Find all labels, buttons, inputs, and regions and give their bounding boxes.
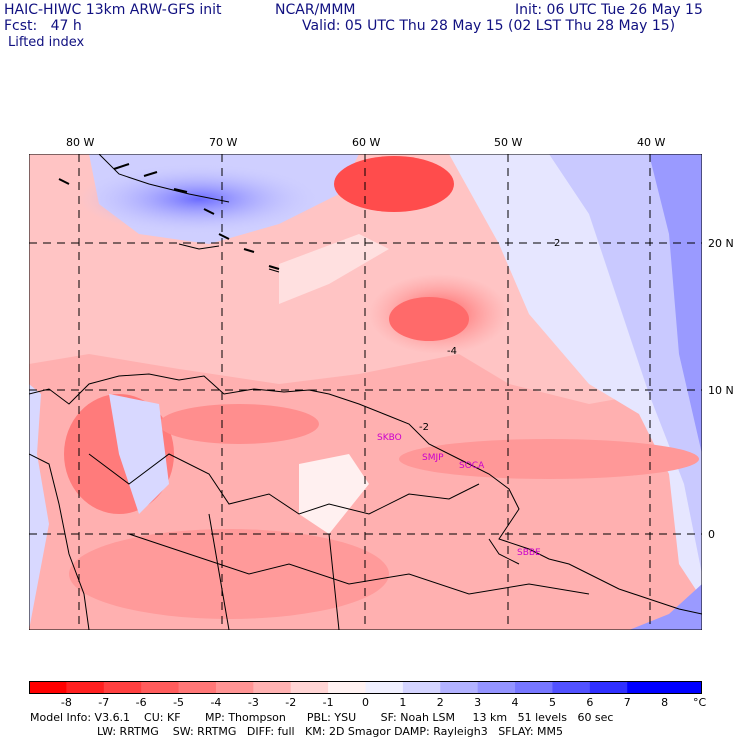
central-convection-core	[389, 297, 469, 341]
colorbar-cell	[178, 681, 217, 694]
colorbar-cell	[103, 681, 142, 694]
lat-label-20n: 20 N	[708, 237, 734, 250]
lat-label-0: 0	[708, 528, 715, 541]
colorbar-tick-label: -6	[135, 696, 147, 709]
colorbar-tick-label: 6	[586, 696, 594, 709]
colorbar-cell	[440, 681, 479, 694]
colorbar-tick-label: -5	[173, 696, 185, 709]
model-info-line: Model Info: V3.6.1 CU: KF MP: Thompson P…	[30, 711, 614, 724]
andes-stable	[109, 394, 169, 514]
colorbar-cell	[141, 681, 180, 694]
lifted-index-map: 2 -4 -2 SKBO SMJP SOCA SBBE	[29, 154, 702, 630]
station-soca: SOCA	[459, 461, 485, 471]
north-convection	[334, 156, 454, 212]
colorbar-cell	[328, 681, 366, 694]
colorbar-tick-label: 7	[623, 696, 631, 709]
lon-label-40w: 40 W	[637, 136, 666, 149]
colorbar-cell	[215, 681, 254, 694]
lon-label-60w: 60 W	[352, 136, 381, 149]
station-skbo: SKBO	[377, 433, 402, 443]
caribbean-blue-core	[79, 164, 319, 234]
colorbar-tick-label: 4	[511, 696, 519, 709]
colorbar-tick-label: -3	[247, 696, 259, 709]
amazon-convection	[69, 529, 389, 619]
colorbar-tick-label: -2	[285, 696, 297, 709]
station-sbbe: SBBE	[517, 548, 541, 558]
contour-label: 2	[554, 238, 560, 249]
colorbar-cell	[552, 681, 591, 694]
organization-label: NCAR/MMM	[275, 2, 356, 18]
lon-label-80w: 80 W	[66, 136, 95, 149]
colorbar-tick-label: 0	[362, 696, 369, 709]
colorbar-cell	[66, 681, 105, 694]
se-blue	[629, 584, 702, 630]
colorbar-cell	[515, 681, 553, 694]
venezuela-convection	[159, 404, 319, 444]
colorbar-cell	[477, 681, 516, 694]
colorbar-cell	[365, 681, 404, 694]
pacific-blue	[29, 384, 49, 630]
colorbar-cell	[664, 681, 702, 694]
init-time: Init: 06 UTC Tue 26 May 15	[515, 2, 703, 18]
contour-label: -2	[419, 422, 429, 433]
colorbar-tick-label: -4	[210, 696, 222, 709]
colorbar-tick-label: 2	[436, 696, 444, 709]
field-name: Lifted index	[8, 35, 85, 50]
colorbar-tick-label: 3	[474, 696, 482, 709]
colorbar-cell	[589, 681, 628, 694]
coastlines	[29, 154, 702, 630]
colorbar-tick-label: -1	[322, 696, 334, 709]
colorbar-cell	[253, 681, 292, 694]
colorbar-tick-label: 8	[661, 696, 669, 709]
colorbar-tick-label: -8	[60, 696, 72, 709]
graticule	[29, 154, 702, 630]
caribbean-islands	[58, 163, 280, 270]
colorbar-unit: °C	[693, 696, 707, 709]
colorbar-tick-label: -7	[98, 696, 110, 709]
contour-label: -4	[447, 346, 457, 357]
ne-blue-band	[549, 154, 702, 574]
colorbar-cell	[402, 681, 441, 694]
physics-info-line: LW: RRTMG SW: RRTMG DIFF: full KM: 2D Sm…	[97, 725, 563, 738]
itcz-band	[399, 439, 699, 479]
lon-label-70w: 70 W	[209, 136, 238, 149]
lat-label-10n: 10 N	[708, 384, 734, 397]
guiana-stable	[299, 454, 369, 534]
colorbar-tick-label: 5	[548, 696, 556, 709]
valid-time: Valid: 05 UTC Thu 28 May 15 (02 LST Thu …	[302, 18, 676, 34]
colorbar	[29, 681, 702, 694]
colorbar-cell	[290, 681, 329, 694]
colorbar-cell	[29, 681, 67, 694]
ne-deep-blue	[649, 154, 702, 454]
forecast-hour: Fcst: 47 h	[4, 18, 82, 34]
stable-strip	[279, 234, 389, 304]
colorbar-tick-label: 1	[399, 696, 407, 709]
model-title: HAIC-HIWC 13km ARW-GFS init	[4, 2, 222, 18]
lon-label-50w: 50 W	[494, 136, 523, 149]
station-smjp: SMJP	[422, 453, 444, 463]
colorbar-cell	[627, 681, 666, 694]
